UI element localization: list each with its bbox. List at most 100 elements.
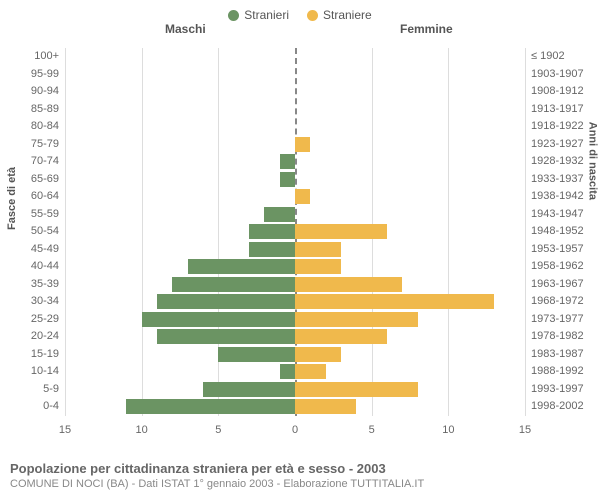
- bar-female: [295, 294, 494, 309]
- birth-year-label: 1923-1927: [531, 138, 584, 150]
- bar-male: [142, 312, 295, 327]
- age-label: 10-14: [31, 365, 59, 377]
- y-axis-title-right: Anni di nascita: [586, 122, 598, 200]
- birth-year-label: 1943-1947: [531, 208, 584, 220]
- birth-year-label: 1948-1952: [531, 225, 584, 237]
- x-tick-label: 15: [59, 424, 71, 436]
- chart-title: Popolazione per cittadinanza straniera p…: [10, 461, 424, 476]
- birth-year-label: 1958-1962: [531, 260, 584, 272]
- header-male: Maschi: [165, 22, 206, 36]
- birth-year-label: 1963-1967: [531, 278, 584, 290]
- age-label: 35-39: [31, 278, 59, 290]
- birth-year-label: 1908-1912: [531, 85, 584, 97]
- age-label: 60-64: [31, 190, 59, 202]
- bar-female: [295, 329, 387, 344]
- pyramid-row: 10-141988-1992: [65, 363, 525, 381]
- age-label: 30-34: [31, 295, 59, 307]
- age-label: 100+: [34, 50, 59, 62]
- pyramid-row: 0-41998-2002: [65, 398, 525, 416]
- bar-female: [295, 277, 402, 292]
- bar-male: [172, 277, 295, 292]
- age-label: 90-94: [31, 85, 59, 97]
- age-label: 65-69: [31, 173, 59, 185]
- bar-male: [280, 172, 295, 187]
- legend: Stranieri Straniere: [0, 0, 600, 22]
- age-label: 45-49: [31, 243, 59, 255]
- birth-year-label: 1983-1987: [531, 348, 584, 360]
- birth-year-label: 1938-1942: [531, 190, 584, 202]
- column-headers: Maschi Femmine: [0, 22, 600, 40]
- pyramid-row: 35-391963-1967: [65, 276, 525, 294]
- bar-female: [295, 189, 310, 204]
- age-label: 15-19: [31, 348, 59, 360]
- bar-female: [295, 364, 326, 379]
- legend-label-female: Straniere: [323, 8, 372, 22]
- birth-year-label: 1998-2002: [531, 400, 584, 412]
- bar-female: [295, 347, 341, 362]
- legend-swatch-female: [307, 10, 318, 21]
- bar-female: [295, 224, 387, 239]
- age-label: 80-84: [31, 120, 59, 132]
- bar-male: [249, 242, 295, 257]
- x-tick-label: 15: [519, 424, 531, 436]
- bar-male: [264, 207, 295, 222]
- bar-male: [249, 224, 295, 239]
- pyramid-row: 65-691933-1937: [65, 171, 525, 189]
- pyramid-row: 75-791923-1927: [65, 136, 525, 154]
- bar-male: [280, 364, 295, 379]
- age-label: 55-59: [31, 208, 59, 220]
- birth-year-label: 1953-1957: [531, 243, 584, 255]
- legend-label-male: Stranieri: [244, 8, 289, 22]
- bar-female: [295, 382, 418, 397]
- bar-male: [218, 347, 295, 362]
- pyramid-row: 40-441958-1962: [65, 258, 525, 276]
- pyramid-row: 100+≤ 1902: [65, 48, 525, 66]
- bar-female: [295, 312, 418, 327]
- bar-male: [203, 382, 295, 397]
- pyramid-row: 80-841918-1922: [65, 118, 525, 136]
- birth-year-label: 1933-1937: [531, 173, 584, 185]
- pyramid-row: 30-341968-1972: [65, 293, 525, 311]
- x-tick-label: 10: [136, 424, 148, 436]
- age-label: 50-54: [31, 225, 59, 237]
- bar-female: [295, 259, 341, 274]
- x-tick-label: 5: [369, 424, 375, 436]
- pyramid-row: 5-91993-1997: [65, 381, 525, 399]
- grid-line: [525, 48, 526, 416]
- age-label: 0-4: [43, 400, 59, 412]
- pyramid-row: 90-941908-1912: [65, 83, 525, 101]
- pyramid-row: 45-491953-1957: [65, 241, 525, 259]
- age-label: 40-44: [31, 260, 59, 272]
- bar-female: [295, 399, 356, 414]
- age-label: 85-89: [31, 103, 59, 115]
- x-tick-label: 5: [215, 424, 221, 436]
- pyramid-row: 55-591943-1947: [65, 206, 525, 224]
- pyramid-row: 60-641938-1942: [65, 188, 525, 206]
- bar-female: [295, 242, 341, 257]
- pyramid-row: 20-241978-1982: [65, 328, 525, 346]
- pyramid-row: 85-891913-1917: [65, 101, 525, 119]
- legend-item-male: Stranieri: [228, 8, 289, 22]
- age-label: 70-74: [31, 155, 59, 167]
- pyramid-row: 50-541948-1952: [65, 223, 525, 241]
- bar-male: [157, 294, 295, 309]
- birth-year-label: 1973-1977: [531, 313, 584, 325]
- chart-footer: Popolazione per cittadinanza straniera p…: [10, 461, 424, 490]
- pyramid-row: 25-291973-1977: [65, 311, 525, 329]
- bar-male: [280, 154, 295, 169]
- pyramid-row: 15-191983-1987: [65, 346, 525, 364]
- bar-male: [126, 399, 295, 414]
- birth-year-label: 1913-1917: [531, 103, 584, 115]
- age-label: 75-79: [31, 138, 59, 150]
- birth-year-label: 1968-1972: [531, 295, 584, 307]
- legend-item-female: Straniere: [307, 8, 372, 22]
- chart-subtitle: COMUNE DI NOCI (BA) - Dati ISTAT 1° genn…: [10, 478, 424, 490]
- birth-year-label: 1993-1997: [531, 383, 584, 395]
- y-axis-title-left: Fasce di età: [6, 167, 18, 230]
- birth-year-label: 1978-1982: [531, 330, 584, 342]
- x-tick-label: 0: [292, 424, 298, 436]
- age-label: 25-29: [31, 313, 59, 325]
- legend-swatch-male: [228, 10, 239, 21]
- age-label: 20-24: [31, 330, 59, 342]
- pyramid-chart: 15105051015100+≤ 190295-991903-190790-94…: [65, 48, 525, 436]
